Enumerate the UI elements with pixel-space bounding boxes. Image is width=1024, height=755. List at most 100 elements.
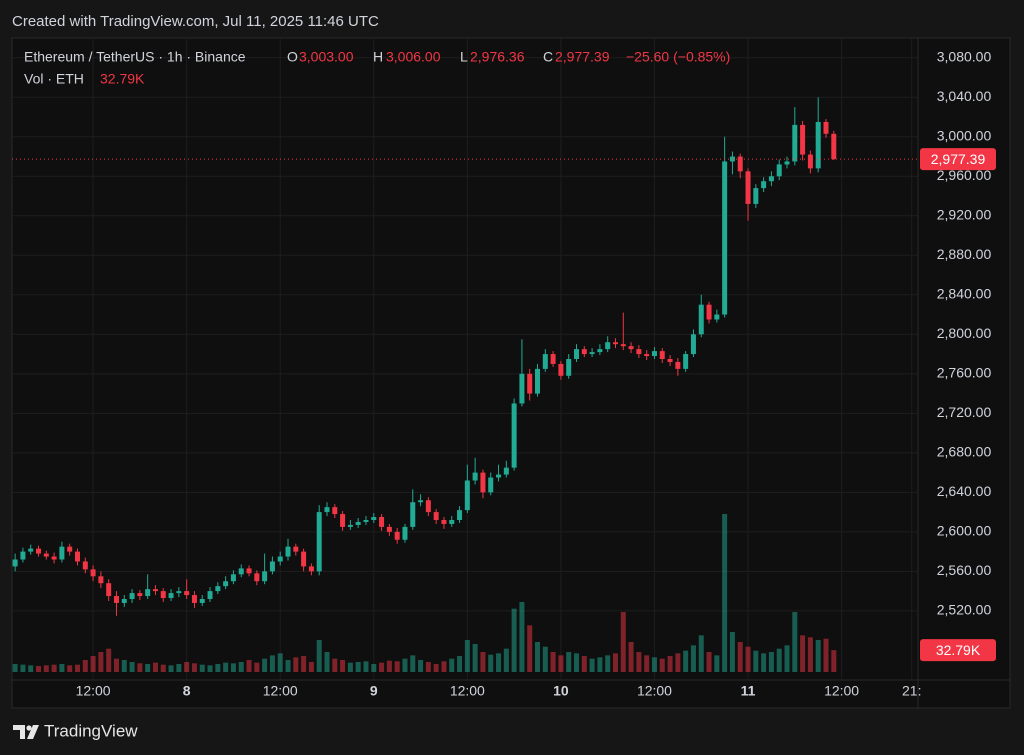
volume-bar — [20, 664, 26, 672]
volume-value: 32.79K — [100, 71, 145, 87]
volume-bar — [301, 656, 307, 672]
volume-bar — [480, 652, 486, 672]
candle-body — [535, 368, 541, 394]
volume-bar — [67, 665, 73, 672]
volume-bar — [620, 612, 626, 672]
ohlc-value: 3,006.00 — [386, 49, 441, 65]
volume-bar — [449, 658, 455, 672]
candle-body — [230, 574, 236, 582]
candle-body — [706, 304, 712, 320]
volume-bar — [106, 648, 112, 672]
volume-bar — [43, 665, 49, 672]
candle-body — [316, 512, 322, 572]
y-tick-label: 2,840.00 — [937, 286, 992, 302]
candle-body — [807, 154, 813, 169]
candle-body — [612, 342, 618, 345]
y-tick-label: 2,600.00 — [937, 523, 992, 539]
volume-box — [920, 639, 996, 662]
volume-bar — [355, 662, 361, 672]
volume-bar — [347, 662, 353, 672]
candle-body — [784, 161, 790, 165]
volume-bar — [457, 656, 463, 672]
candle-body — [347, 524, 353, 527]
volume-bar — [636, 652, 642, 672]
candle-body — [59, 546, 65, 560]
volume-bar — [363, 661, 369, 672]
candle-body — [823, 121, 829, 134]
volume-bar — [651, 657, 657, 672]
candle-body — [425, 500, 431, 513]
candle-body — [254, 573, 260, 582]
volume-bar — [59, 664, 65, 672]
candle-body — [488, 477, 494, 493]
volume-box-label: 32.79K — [936, 642, 981, 658]
ohlc-value: 2,977.39 — [555, 49, 610, 65]
volume-bar — [207, 665, 213, 672]
candle-body — [589, 352, 595, 355]
y-tick-label: 3,040.00 — [937, 88, 992, 104]
candle-body — [667, 359, 673, 362]
brand-name: TradingView — [44, 721, 138, 740]
candle-body — [815, 121, 821, 169]
candle-body — [238, 568, 244, 575]
y-tick-label: 2,880.00 — [937, 246, 992, 262]
volume-bar — [51, 664, 57, 672]
x-tick-label: 12:00 — [263, 683, 298, 699]
candle-body — [394, 531, 400, 540]
volume-bar — [792, 612, 798, 672]
candle-body — [675, 361, 681, 369]
candle-body — [137, 593, 143, 597]
candle-body — [277, 556, 283, 562]
x-tick-label: 12:00 — [824, 683, 859, 699]
candle-body — [464, 480, 470, 511]
ohlc-letter: L — [460, 49, 468, 65]
candle-body — [324, 507, 330, 513]
volume-bar — [667, 656, 673, 672]
volume-bar — [519, 602, 525, 672]
volume-bar — [223, 662, 229, 672]
last-price-label: 2,977.39 — [931, 151, 986, 167]
candle-body — [269, 561, 275, 572]
x-tick-label: 9 — [370, 683, 378, 699]
volume-bar — [807, 637, 813, 672]
volume-bar — [340, 660, 346, 672]
volume-bar — [277, 653, 283, 672]
candle-body — [768, 176, 774, 182]
volume-bar — [90, 656, 96, 672]
volume-bar — [753, 650, 759, 672]
volume-bar — [371, 664, 377, 672]
candle-body — [43, 553, 49, 557]
candle-body — [737, 156, 743, 172]
volume-bar — [386, 660, 392, 672]
volume-bar — [589, 658, 595, 672]
volume-bar — [706, 652, 712, 672]
volume-bar — [729, 632, 735, 672]
volume-bar — [168, 665, 174, 672]
volume-bar — [12, 664, 18, 672]
volume-bar — [690, 645, 696, 672]
candle-body — [636, 349, 642, 355]
grid — [12, 38, 918, 680]
candle-body — [722, 161, 728, 315]
candle-body — [98, 576, 104, 584]
volume-bar — [644, 655, 650, 672]
candle-body — [340, 514, 346, 527]
candle-body — [527, 373, 533, 394]
candle-body — [410, 502, 416, 527]
ohlc-value: 2,976.36 — [470, 49, 525, 65]
x-tick-label: 12:00 — [637, 683, 672, 699]
candle-body — [511, 403, 517, 468]
candle-body — [121, 599, 127, 603]
volume-bar — [628, 642, 634, 672]
candle-body — [363, 519, 369, 522]
volume-bar — [488, 654, 494, 672]
volume-bar — [433, 664, 439, 672]
y-tick-label: 2,760.00 — [937, 365, 992, 381]
candle-body — [12, 559, 18, 567]
volume-bar — [269, 655, 275, 672]
candle-body — [745, 171, 751, 204]
volume-bar — [425, 662, 431, 672]
x-tick-label: 12:00 — [450, 683, 485, 699]
volume-bar — [332, 658, 338, 672]
ohlc-value: 3,003.00 — [299, 49, 354, 65]
